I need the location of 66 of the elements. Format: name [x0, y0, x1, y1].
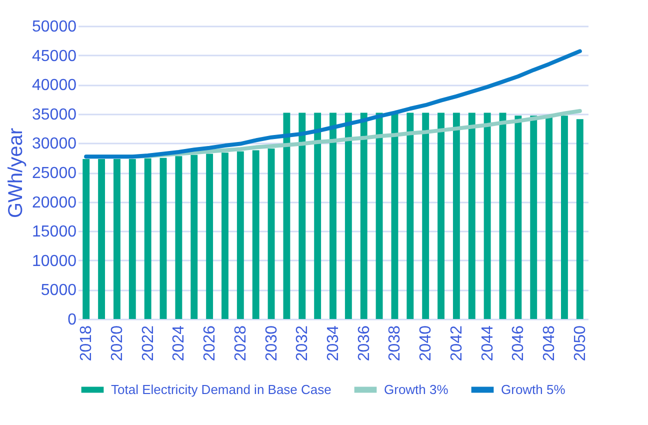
bar	[98, 159, 106, 319]
y-tick-label: 45000	[32, 48, 77, 65]
bar	[576, 119, 584, 319]
bar	[236, 151, 244, 319]
x-tick-label: 2022	[140, 325, 157, 362]
y-axis-title: GWh/year	[5, 128, 28, 218]
legend-label: Growth 5%	[501, 382, 566, 397]
y-tick-label: 20000	[32, 194, 77, 212]
y-tick-label: 50000	[32, 18, 77, 36]
x-tick-label: 2034	[325, 325, 342, 362]
y-tick-label: 15000	[32, 224, 77, 241]
bar	[360, 112, 368, 319]
bar	[330, 112, 336, 319]
bar	[406, 112, 414, 319]
bar	[314, 112, 322, 319]
line-series	[84, 49, 582, 159]
y-tick-label: 5000	[40, 282, 77, 300]
bar	[560, 116, 568, 319]
x-tick-label: 2018	[78, 325, 96, 362]
y-tick-label: 10000	[32, 252, 77, 270]
x-tick-label: 2046	[510, 325, 528, 362]
bar	[222, 152, 228, 319]
bar	[128, 159, 136, 319]
x-tick-label: 2032	[294, 325, 312, 362]
bar	[144, 158, 152, 319]
bar	[438, 112, 444, 319]
bar	[206, 154, 214, 319]
bar	[530, 116, 538, 319]
x-tick-label: 2048	[541, 325, 558, 362]
bar	[499, 112, 506, 319]
bar	[82, 159, 90, 319]
y-tick-label: 0	[68, 312, 77, 328]
x-tick-label: 2040	[418, 325, 435, 362]
bar	[391, 112, 398, 319]
bar	[484, 112, 491, 319]
bar	[468, 112, 476, 319]
bar	[113, 159, 120, 319]
x-tick-label: 2030	[263, 325, 280, 362]
x-tick-label: 2042	[448, 325, 466, 362]
bar	[252, 150, 260, 319]
y-tick-label: 35000	[32, 106, 77, 124]
y-tick-label: 40000	[32, 77, 77, 94]
bar	[452, 112, 460, 319]
bar	[422, 112, 430, 319]
bar	[283, 112, 290, 319]
bar	[160, 158, 167, 319]
x-tick-label: 2020	[108, 325, 126, 362]
x-tick-label: 2028	[232, 325, 250, 362]
bar	[376, 112, 383, 319]
x-tick-label: 2038	[386, 325, 404, 362]
bar	[190, 154, 198, 319]
bar	[514, 116, 522, 319]
bar	[175, 156, 182, 319]
bar	[268, 148, 275, 319]
x-tick-label: 2044	[479, 325, 496, 362]
legend-label: Growth 3%	[384, 382, 449, 397]
y-tick-label: 30000	[32, 136, 77, 153]
x-tick-label: 2024	[170, 325, 188, 362]
x-tick-label: 2036	[356, 325, 373, 362]
legend-label: Total Electricity Demand in Base Case	[111, 382, 332, 397]
bar	[546, 116, 553, 319]
bar	[344, 112, 352, 319]
x-tick-label: 2026	[202, 325, 219, 362]
x-tick-label: 2050	[572, 325, 589, 362]
bar	[298, 112, 306, 319]
y-tick-label: 25000	[32, 165, 77, 182]
